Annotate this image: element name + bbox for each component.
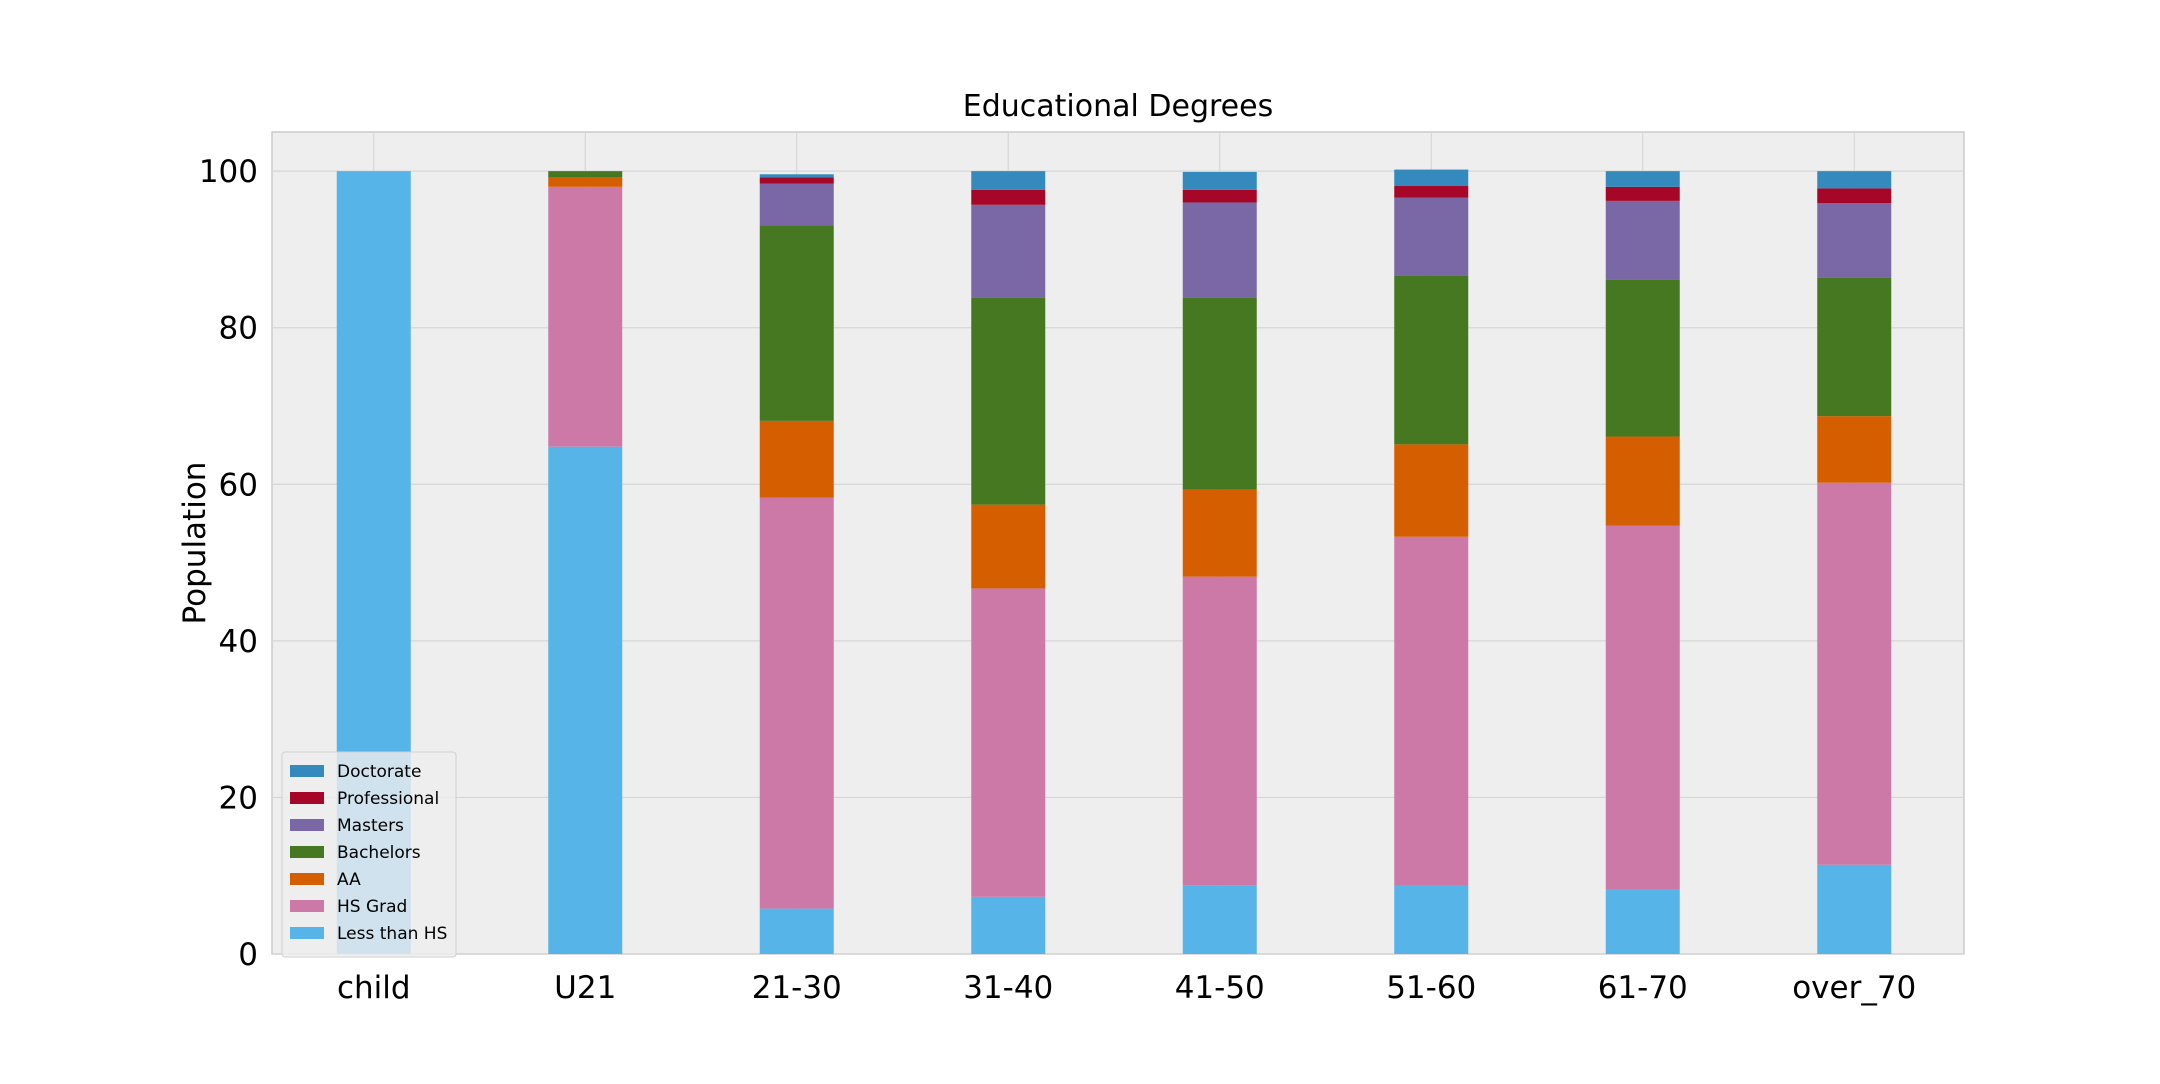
- bar-hs-grad-31-40: [971, 588, 1046, 897]
- bar-bachelors-u21: [548, 171, 623, 178]
- bar-professional-over-70: [1817, 188, 1892, 204]
- x-tick-label: U21: [554, 970, 616, 1006]
- bar-aa-21-30: [759, 420, 834, 498]
- chart-title: Educational Degrees: [963, 89, 1273, 124]
- y-tick-label: 60: [219, 467, 258, 503]
- legend-label-hs-grad: HS Grad: [337, 897, 407, 917]
- bar-less-than-hs-31-40: [971, 896, 1046, 954]
- bar-less-than-hs-51-60: [1394, 885, 1469, 954]
- legend-swatch-bachelors: [290, 846, 324, 858]
- bar-bachelors-61-70: [1605, 279, 1680, 437]
- bar-hs-grad-61-70: [1605, 525, 1680, 890]
- bar-masters-51-60: [1394, 197, 1469, 276]
- x-tick-label: over_70: [1792, 970, 1916, 1006]
- bar-aa-u21: [548, 177, 623, 187]
- x-tick-label: 31-40: [963, 970, 1053, 1006]
- x-tick-label: child: [337, 970, 411, 1006]
- bar-professional-41-50: [1182, 189, 1257, 203]
- legend-swatch-hs-grad: [290, 900, 324, 912]
- legend-swatch-aa: [290, 873, 324, 885]
- x-tick-label: 21-30: [752, 970, 842, 1006]
- legend-label-less-than-hs: Less than HS: [337, 924, 447, 944]
- legend-swatch-less-than-hs: [290, 927, 324, 939]
- y-tick-label: 40: [219, 624, 258, 660]
- bar-less-than-hs-over-70: [1817, 864, 1892, 954]
- bar-bachelors-21-30: [759, 225, 834, 421]
- bar-bachelors-31-40: [971, 297, 1046, 505]
- axes: 0 20 40 60 80 100 child U21 21-30 31-40 41-50 51-60…: [199, 154, 1916, 1006]
- bar-masters-21-30: [759, 183, 834, 226]
- y-tick-label: 100: [199, 154, 258, 190]
- bar-professional-51-60: [1394, 186, 1469, 198]
- legend: Doctorate Professional Masters Bachelors AA H…: [281, 751, 457, 958]
- bar-doctorate-61-70: [1605, 171, 1680, 187]
- bar-doctorate-51-60: [1394, 169, 1469, 187]
- bar-hs-grad-51-60: [1394, 536, 1469, 886]
- legend-label-professional: Professional: [337, 789, 439, 809]
- plot-area: [271, 131, 1965, 955]
- bar-hs-grad-u21: [548, 186, 623, 447]
- bar-hs-grad-41-50: [1182, 576, 1257, 886]
- y-tick-label: 80: [219, 311, 258, 347]
- legend-swatch-masters: [290, 819, 324, 831]
- x-tick-label: 51-60: [1386, 970, 1476, 1006]
- bar-aa-51-60: [1394, 444, 1469, 537]
- bar-doctorate-21-30: [759, 174, 834, 178]
- legend-label-masters: Masters: [337, 816, 404, 836]
- y-tick-label: 0: [238, 937, 258, 973]
- bar-hs-grad-21-30: [759, 497, 834, 909]
- bar-professional-61-70: [1605, 186, 1680, 201]
- bar-bachelors-51-60: [1394, 275, 1469, 445]
- bar-doctorate-31-40: [971, 171, 1046, 190]
- bar-less-than-hs-u21: [548, 446, 623, 954]
- bar-less-than-hs-61-70: [1605, 889, 1680, 954]
- bar-masters-41-50: [1182, 202, 1257, 298]
- y-tick-label: 20: [219, 780, 258, 816]
- bar-professional-31-40: [971, 189, 1046, 205]
- bar-less-than-hs-41-50: [1182, 885, 1257, 954]
- bar-masters-31-40: [971, 204, 1046, 298]
- x-tick-label: 41-50: [1175, 970, 1265, 1006]
- legend-label-doctorate: Doctorate: [337, 762, 421, 782]
- bar-aa-41-50: [1182, 489, 1257, 577]
- bar-aa-61-70: [1605, 436, 1680, 526]
- bar-hs-grad-over-70: [1817, 482, 1892, 865]
- bar-bachelors-over-70: [1817, 277, 1892, 417]
- bar-doctorate-over-70: [1817, 171, 1892, 189]
- bar-aa-31-40: [971, 504, 1046, 589]
- legend-label-bachelors: Bachelors: [337, 843, 421, 863]
- legend-swatch-doctorate: [290, 765, 324, 777]
- bar-bachelors-41-50: [1182, 297, 1257, 490]
- bars: [336, 169, 1892, 955]
- x-tick-label: 61-70: [1598, 970, 1688, 1006]
- y-axis-label: Population: [177, 462, 213, 625]
- legend-label-aa: AA: [337, 870, 361, 890]
- legend-swatch-professional: [290, 792, 324, 804]
- bar-professional-21-30: [759, 177, 834, 184]
- bar-doctorate-41-50: [1182, 171, 1257, 190]
- legend-box: [281, 751, 457, 958]
- bar-masters-61-70: [1605, 200, 1680, 280]
- bar-aa-over-70: [1817, 416, 1892, 483]
- bar-masters-over-70: [1817, 203, 1892, 278]
- bar-less-than-hs-21-30: [759, 908, 834, 954]
